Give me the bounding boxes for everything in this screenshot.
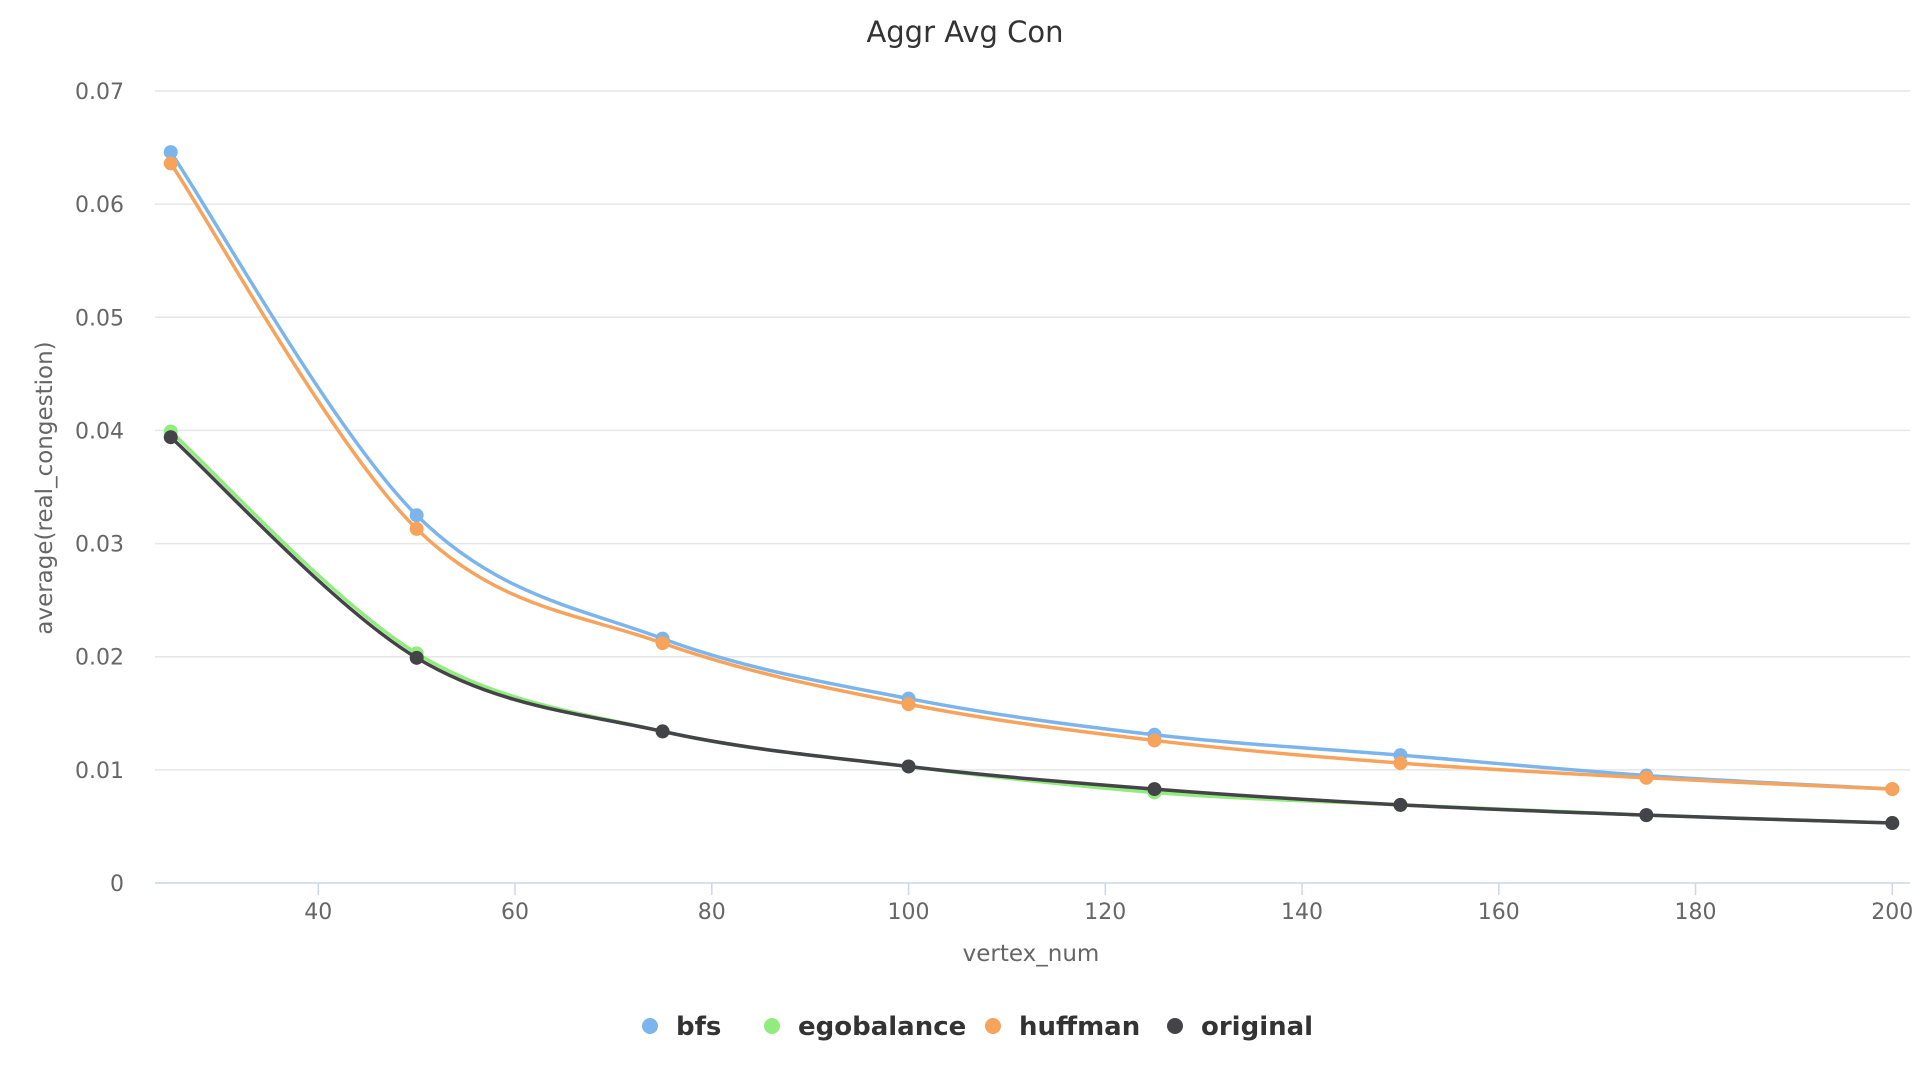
data-point-bfs[interactable] bbox=[163, 145, 178, 160]
y-tick-label: 0.06 bbox=[75, 193, 124, 218]
x-tick-label: 140 bbox=[1281, 900, 1323, 925]
y-axis-title: average(real_congestion) bbox=[32, 341, 58, 634]
legend-label: original bbox=[1201, 1012, 1313, 1042]
x-tick-label: 160 bbox=[1478, 900, 1520, 925]
y-tick-label: 0.05 bbox=[75, 306, 124, 331]
legend-marker bbox=[985, 1018, 1001, 1034]
legend-label: huffman bbox=[1019, 1012, 1140, 1042]
data-point-huffman[interactable] bbox=[1639, 770, 1654, 785]
x-tick-label: 40 bbox=[304, 900, 332, 925]
y-tick-label: 0.03 bbox=[75, 533, 124, 558]
series-line-egobalance bbox=[168, 429, 1895, 825]
legend: bfs egobalance huffman original bbox=[642, 1012, 1313, 1042]
series-original bbox=[163, 430, 1900, 831]
legend-item-bfs[interactable]: bfs bbox=[642, 1012, 721, 1042]
legend-label: egobalance bbox=[798, 1012, 966, 1042]
x-tick-label: 120 bbox=[1084, 900, 1126, 925]
data-point-huffman[interactable] bbox=[409, 521, 424, 536]
series-huffman bbox=[163, 156, 1900, 797]
chart-title: Aggr Avg Con bbox=[866, 15, 1063, 49]
series-line-huffman bbox=[168, 161, 1895, 791]
x-tick-label: 200 bbox=[1871, 900, 1913, 925]
data-point-bfs[interactable] bbox=[409, 508, 424, 523]
y-tick-label: 0 bbox=[110, 872, 124, 897]
series-layer bbox=[163, 145, 1900, 831]
y-tick-label: 0.02 bbox=[75, 646, 124, 671]
series-line-bfs bbox=[168, 150, 1895, 791]
data-point-huffman[interactable] bbox=[1393, 756, 1408, 771]
data-point-original[interactable] bbox=[1885, 816, 1900, 831]
data-point-original[interactable] bbox=[409, 650, 424, 665]
data-point-original[interactable] bbox=[163, 430, 178, 445]
data-point-huffman[interactable] bbox=[1885, 782, 1900, 797]
y-tick-label: 0.04 bbox=[75, 419, 124, 444]
x-tick-label: 180 bbox=[1675, 900, 1717, 925]
data-point-original[interactable] bbox=[655, 724, 670, 739]
x-tick-label: 80 bbox=[698, 900, 726, 925]
legend-item-egobalance[interactable]: egobalance bbox=[764, 1012, 966, 1042]
series-line-original bbox=[168, 435, 1895, 825]
axis-layer: 0 0.01 0.02 0.03 0.04 0.05 0.06 0.07 40 60 80 100 12… bbox=[75, 80, 1913, 925]
x-tick-label: 100 bbox=[888, 900, 930, 925]
y-tick-label: 0.07 bbox=[75, 80, 124, 105]
data-point-huffman[interactable] bbox=[655, 636, 670, 651]
grid-layer bbox=[155, 90, 1910, 771]
data-point-huffman[interactable] bbox=[1147, 733, 1162, 748]
x-axis-title: vertex_num bbox=[963, 941, 1100, 967]
data-point-original[interactable] bbox=[1639, 808, 1654, 823]
legend-label: bfs bbox=[676, 1012, 721, 1042]
legend-marker bbox=[1167, 1018, 1183, 1034]
legend-item-huffman[interactable]: huffman bbox=[985, 1012, 1140, 1042]
data-point-original[interactable] bbox=[901, 759, 916, 774]
data-point-original[interactable] bbox=[1147, 782, 1162, 797]
data-point-original[interactable] bbox=[1393, 797, 1408, 812]
legend-marker bbox=[764, 1018, 780, 1034]
y-tick-label: 0.01 bbox=[75, 759, 124, 784]
data-point-huffman[interactable] bbox=[901, 697, 916, 712]
data-point-huffman[interactable] bbox=[163, 156, 178, 171]
x-tick-label: 60 bbox=[501, 900, 529, 925]
legend-marker bbox=[642, 1018, 658, 1034]
legend-item-original[interactable]: original bbox=[1167, 1012, 1313, 1042]
series-bfs bbox=[163, 145, 1900, 797]
